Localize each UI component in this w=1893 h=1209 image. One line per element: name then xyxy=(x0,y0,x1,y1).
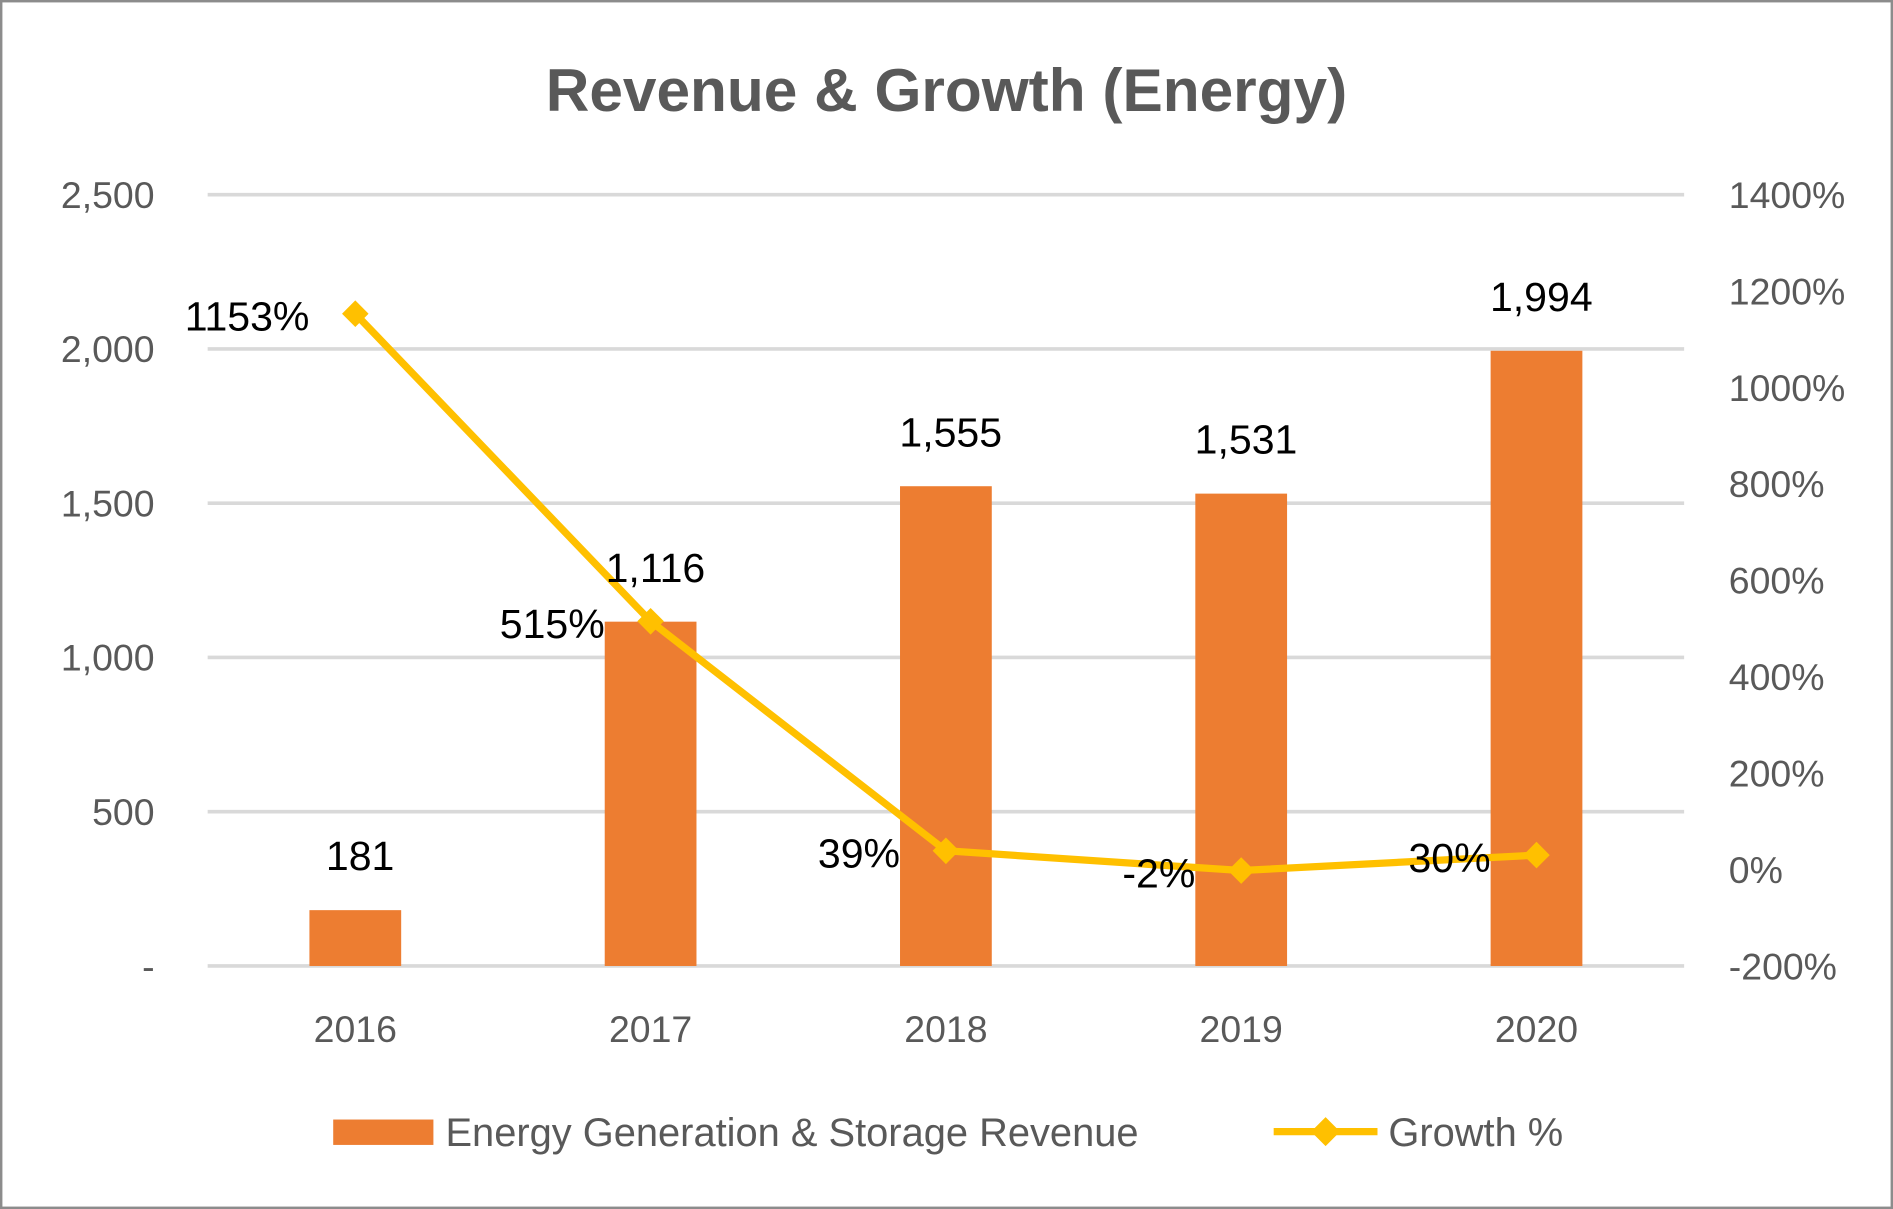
growth-marker-2019 xyxy=(1227,857,1255,884)
bar-data-label: 1,555 xyxy=(899,409,1002,455)
chart-title: Revenue & Growth (Energy) xyxy=(546,56,1347,124)
x-tick-label: 2019 xyxy=(1200,1008,1283,1050)
legend-bar-label: Energy Generation & Storage Revenue xyxy=(445,1111,1138,1155)
growth-data-label: 515% xyxy=(500,601,605,647)
x-tick-label: 2018 xyxy=(904,1008,987,1050)
y-left-tick-label: 1,500 xyxy=(61,482,155,524)
bar-2019 xyxy=(1195,493,1288,966)
y-right-tick-label: 400% xyxy=(1729,656,1825,698)
growth-marker-2018 xyxy=(932,837,960,865)
bar-2016 xyxy=(309,910,402,966)
y-right-tick-label: -200% xyxy=(1729,945,1837,987)
bar-data-label: 181 xyxy=(326,833,394,879)
y-left-tick-label: 2,000 xyxy=(61,328,155,370)
growth-data-label: -2% xyxy=(1122,850,1195,896)
growth-data-label: 30% xyxy=(1408,835,1490,881)
y-right-tick-label: 600% xyxy=(1729,560,1825,602)
growth-data-label: 1153% xyxy=(185,294,310,340)
y-right-tick-label: 1400% xyxy=(1729,174,1845,216)
y-right-tick-label: 800% xyxy=(1729,463,1825,505)
legend-bar-swatch xyxy=(333,1119,434,1145)
bar-data-label: 1,531 xyxy=(1195,417,1298,463)
y-right-tick-label: 200% xyxy=(1729,752,1825,794)
y-right-tick-label: 0% xyxy=(1729,849,1783,891)
y-left-tick-label: 1,000 xyxy=(61,637,155,679)
bar-2017 xyxy=(604,621,697,966)
legend: Energy Generation & Storage Revenue Grow… xyxy=(333,1111,1563,1155)
bar-data-label: 1,116 xyxy=(606,545,706,591)
bar-data-label: 1,994 xyxy=(1490,274,1593,320)
y-right-tick-label: 1200% xyxy=(1729,270,1845,312)
y-left-tick-label: 2,500 xyxy=(61,174,155,216)
growth-marker-2017 xyxy=(637,607,664,635)
y-left-tick-label: - xyxy=(142,945,154,987)
x-tick-label: 2017 xyxy=(609,1008,692,1050)
x-tick-label: 2020 xyxy=(1495,1008,1578,1050)
legend-line-label: Growth % xyxy=(1388,1111,1563,1155)
growth-data-label: 39% xyxy=(818,831,900,877)
growth-marker-2020 xyxy=(1523,841,1550,869)
bar-2018 xyxy=(900,486,992,966)
legend-diamond-marker xyxy=(1311,1117,1341,1147)
y-right-tick-label: 1000% xyxy=(1729,367,1845,409)
bar-2020 xyxy=(1490,350,1583,966)
y-left-tick-label: 500 xyxy=(92,791,154,833)
growth-marker-2016 xyxy=(342,300,369,328)
x-tick-label: 2016 xyxy=(314,1008,397,1050)
